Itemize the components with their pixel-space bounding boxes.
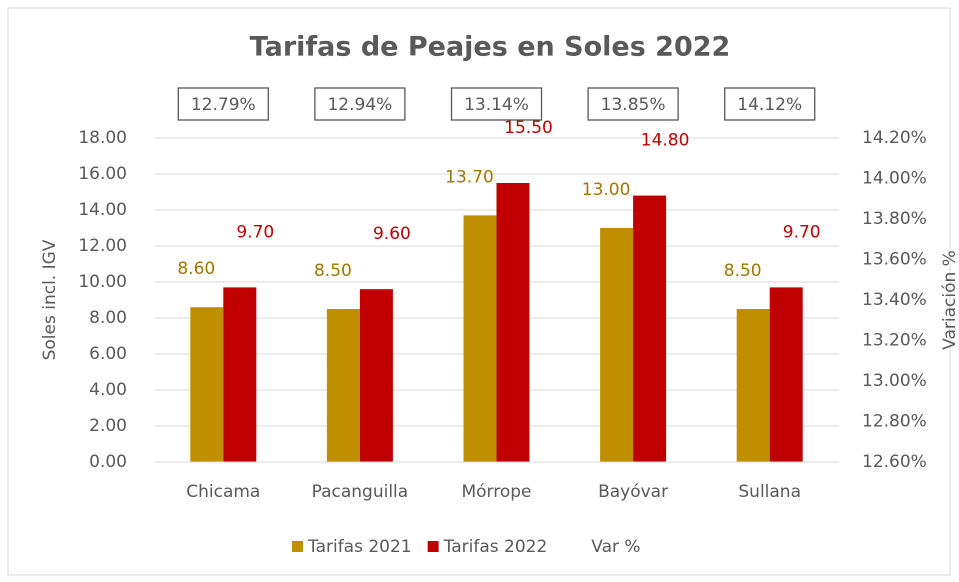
y2-tick-label: 12.60%	[862, 452, 927, 472]
y-tick-label: 2.00	[89, 416, 127, 436]
bar	[736, 309, 770, 462]
legend-swatch	[427, 541, 439, 552]
y-tick-label: 8.00	[89, 308, 127, 328]
var-label: 13.85%	[601, 95, 666, 115]
y-tick-label: 4.00	[89, 380, 127, 400]
data-label: 13.00	[582, 180, 631, 200]
y2-tick-label: 13.20%	[862, 331, 927, 351]
y2-tick-label: 13.80%	[862, 209, 927, 229]
data-label: 15.50	[504, 118, 553, 138]
bar	[463, 215, 497, 462]
var-label-box	[587, 87, 679, 121]
legend-label: Tarifas 2022	[443, 537, 548, 557]
legend-label: Var %	[591, 537, 640, 557]
var-label-box	[450, 87, 543, 121]
y-tick-label: 18.00	[78, 128, 127, 148]
data-label: 9.70	[783, 222, 821, 242]
bar	[223, 287, 257, 462]
var-label-box	[314, 87, 406, 121]
bar	[359, 289, 393, 462]
data-label: 13.70	[445, 167, 494, 187]
y-tick-label: 16.00	[78, 164, 127, 184]
y-tick-label: 0.00	[89, 452, 127, 472]
data-label: 8.50	[314, 261, 352, 281]
y2-tick-label: 12.80%	[862, 412, 927, 432]
x-tick-label: Chicama	[186, 482, 260, 502]
var-label: 12.79%	[191, 95, 256, 115]
bar	[633, 195, 667, 462]
var-label: 13.14%	[464, 95, 529, 115]
var-label: 12.94%	[327, 95, 392, 115]
var-label-box	[177, 87, 269, 121]
y-tick-label: 6.00	[89, 344, 127, 364]
y2-tick-label: 13.40%	[862, 290, 927, 310]
y2-tick-label: 13.60%	[862, 250, 927, 270]
legend-swatch	[292, 541, 303, 552]
y-axis-title: Soles incl. IGV	[40, 239, 60, 360]
y2-axis-title: Variación %	[940, 250, 959, 350]
bar	[496, 183, 530, 462]
y-tick-label: 12.00	[78, 236, 127, 256]
y2-tick-label: 13.00%	[862, 371, 927, 391]
data-label: 9.60	[373, 224, 411, 244]
var-label: 14.12%	[737, 95, 802, 115]
y2-tick-label: 14.20%	[862, 128, 927, 148]
data-label: 9.70	[236, 222, 274, 242]
legend-label: Tarifas 2021	[307, 537, 412, 557]
bar	[190, 307, 224, 462]
x-tick-label: Pacanguilla	[312, 482, 409, 502]
chart-title: Tarifas de Peajes en Soles 2022	[250, 32, 731, 63]
bar	[326, 309, 360, 462]
bar	[769, 287, 803, 462]
x-tick-label: Mórrope	[461, 482, 531, 502]
data-label: 8.60	[177, 259, 215, 279]
y-tick-label: 10.00	[78, 272, 127, 292]
data-label: 14.80	[641, 131, 690, 151]
y2-tick-label: 14.00%	[862, 169, 927, 189]
x-tick-label: Sullana	[738, 482, 801, 502]
x-tick-label: Bayóvar	[598, 482, 668, 502]
y-tick-label: 14.00	[78, 200, 127, 220]
var-label-box	[724, 87, 816, 121]
data-label: 8.50	[724, 261, 762, 281]
bar	[600, 228, 634, 462]
